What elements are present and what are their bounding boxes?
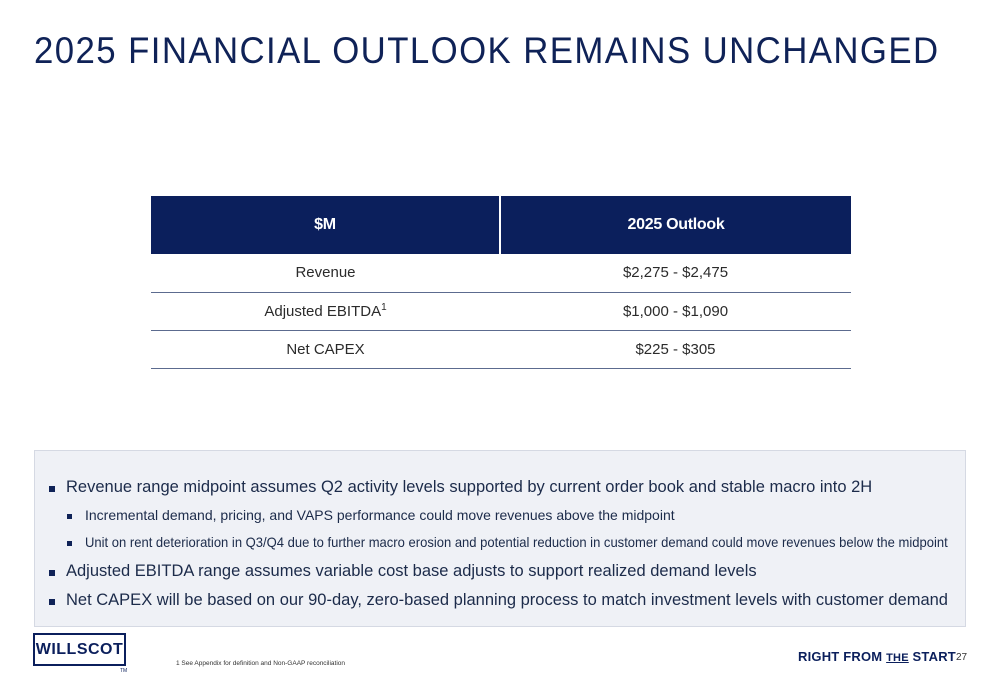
row-value: $2,275 - $2,475	[500, 254, 851, 293]
bullet-square-icon	[49, 599, 55, 605]
tagline: RIGHT FROM THE START	[798, 649, 956, 664]
note-item: Net CAPEX will be based on our 90-day, z…	[49, 591, 948, 610]
table-row: Net CAPEX $225 - $305	[151, 330, 851, 369]
page-number: 27	[956, 652, 968, 663]
page-title: 2025 FINANCIAL OUTLOOK REMAINS UNCHANGED	[34, 30, 940, 71]
outlook-table: $M 2025 Outlook Revenue $2,275 - $2,475 …	[151, 196, 851, 369]
row-label-text: Net CAPEX	[286, 340, 365, 358]
tagline-pre: RIGHT FROM	[798, 649, 887, 664]
footnote-marker: 1	[381, 302, 387, 313]
row-value: $1,000 - $1,090	[500, 292, 851, 331]
sub-note-item: Unit on rent deterioration in Q3/Q4 due …	[67, 534, 1000, 550]
bullet-square-icon	[67, 514, 72, 519]
row-label: Net CAPEX	[151, 330, 500, 369]
row-label: Revenue	[151, 254, 500, 293]
tagline-post: START	[908, 649, 956, 664]
sub-note-text: Incremental demand, pricing, and VAPS pe…	[85, 507, 675, 523]
bullet-square-icon	[67, 541, 72, 546]
row-label-text: Adjusted EBITDA	[264, 303, 382, 320]
note-item: Adjusted EBITDA range assumes variable c…	[49, 562, 757, 581]
bullet-square-icon	[49, 570, 55, 576]
table-header-row: $M 2025 Outlook	[151, 196, 851, 254]
logo-text: WILLSCOT	[35, 640, 124, 658]
footnote: 1 See Appendix for definition and Non-GA…	[176, 660, 345, 667]
tagline-the: THE	[886, 652, 909, 664]
table-row: Revenue $2,275 - $2,475	[151, 254, 851, 293]
bullet-square-icon	[49, 486, 55, 492]
column-header-m: $M	[151, 196, 501, 254]
row-value: $225 - $305	[500, 330, 851, 369]
row-label: Adjusted EBITDA1	[151, 292, 500, 331]
willscot-logo: WILLSCOT	[33, 633, 126, 666]
logo-trademark: TM	[120, 668, 128, 674]
column-header-outlook: 2025 Outlook	[500, 196, 851, 254]
sub-note-item: Incremental demand, pricing, and VAPS pe…	[67, 507, 675, 523]
row-label-text: Revenue	[295, 264, 356, 282]
note-text: Net CAPEX will be based on our 90-day, z…	[66, 591, 948, 609]
note-text: Revenue range midpoint assumes Q2 activi…	[66, 478, 873, 496]
table-row: Adjusted EBITDA1 $1,000 - $1,090	[151, 292, 851, 331]
note-item: Revenue range midpoint assumes Q2 activi…	[49, 478, 872, 497]
sub-note-text: Unit on rent deterioration in Q3/Q4 due …	[85, 534, 948, 550]
notes-panel: Revenue range midpoint assumes Q2 activi…	[34, 450, 966, 627]
note-text: Adjusted EBITDA range assumes variable c…	[66, 562, 757, 580]
